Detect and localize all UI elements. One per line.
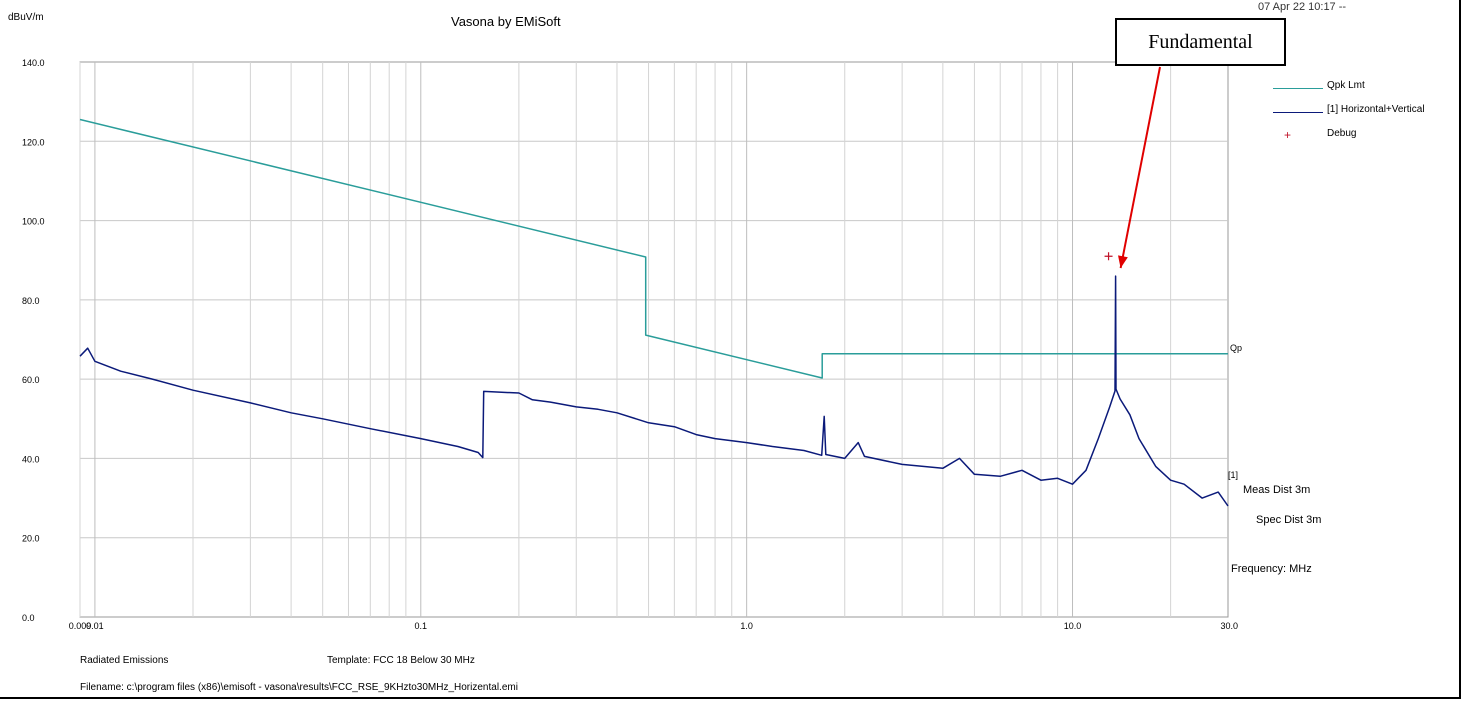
y-tick-label: 140.0 xyxy=(22,58,45,68)
legend-label: [1] Horizontal+Vertical xyxy=(1327,104,1425,115)
spec-dist-label: Spec Dist 3m xyxy=(1256,514,1322,526)
x-tick-label: 10.0 xyxy=(1064,621,1082,631)
x-tick-label: 0.01 xyxy=(86,621,104,631)
debug-marker xyxy=(1104,252,1113,261)
fundamental-callout-box: Fundamental xyxy=(1115,18,1286,66)
meas-dist-label: Meas Dist 3m xyxy=(1243,484,1311,496)
legend-label: Debug xyxy=(1327,128,1357,139)
frequency-unit-label: Frequency: MHz xyxy=(1231,563,1312,575)
plot-border xyxy=(79,61,1229,618)
trace-tag-label: [1] xyxy=(1228,470,1239,480)
y-tick-label: 60.0 xyxy=(22,375,40,385)
chart-grid xyxy=(79,61,1229,618)
y-tick-label: 40.0 xyxy=(22,454,40,464)
x-tick-label: 0.1 xyxy=(415,621,428,631)
emission-trace xyxy=(79,275,1229,507)
annotation-arrow-head xyxy=(1118,255,1128,269)
y-tick-label: 120.0 xyxy=(22,137,45,147)
x-tick-label: 1.0 xyxy=(740,621,753,631)
footer-test-type: Radiated Emissions xyxy=(80,655,169,666)
y-axis-ticks: 0.0 20.0 40.0 60.0 80.0 100.0 120.0 140.0 xyxy=(22,58,45,623)
y-tick-label: 80.0 xyxy=(22,296,40,306)
limit-line xyxy=(79,118,1228,379)
fundamental-annotation xyxy=(1118,66,1161,269)
footer-filename: Filename: c:\program files (x86)\emisoft… xyxy=(80,682,518,693)
legend-swatch xyxy=(1273,112,1323,113)
chart-title: Vasona by EMiSoft xyxy=(451,14,561,29)
y-tick-label: 0.0 xyxy=(22,613,35,623)
x-tick-label: 30.0 xyxy=(1220,621,1238,631)
y-axis-unit-label: dBuV/m xyxy=(8,12,44,23)
y-tick-label: 20.0 xyxy=(22,534,40,544)
x-tick-label: 0.009 xyxy=(69,621,92,631)
legend-label: Qpk Lmt xyxy=(1327,80,1365,91)
chart-series xyxy=(79,118,1229,507)
y-tick-label: 100.0 xyxy=(22,217,45,227)
qp-label: Qp xyxy=(1230,343,1243,353)
annotation-arrow-line xyxy=(1119,66,1161,269)
timestamp: 07 Apr 22 10:17 -- xyxy=(1258,1,1347,13)
legend-swatch xyxy=(1273,88,1323,89)
footer-template: Template: FCC 18 Below 30 MHz xyxy=(327,655,475,666)
legend-marker: + xyxy=(1284,128,1292,142)
